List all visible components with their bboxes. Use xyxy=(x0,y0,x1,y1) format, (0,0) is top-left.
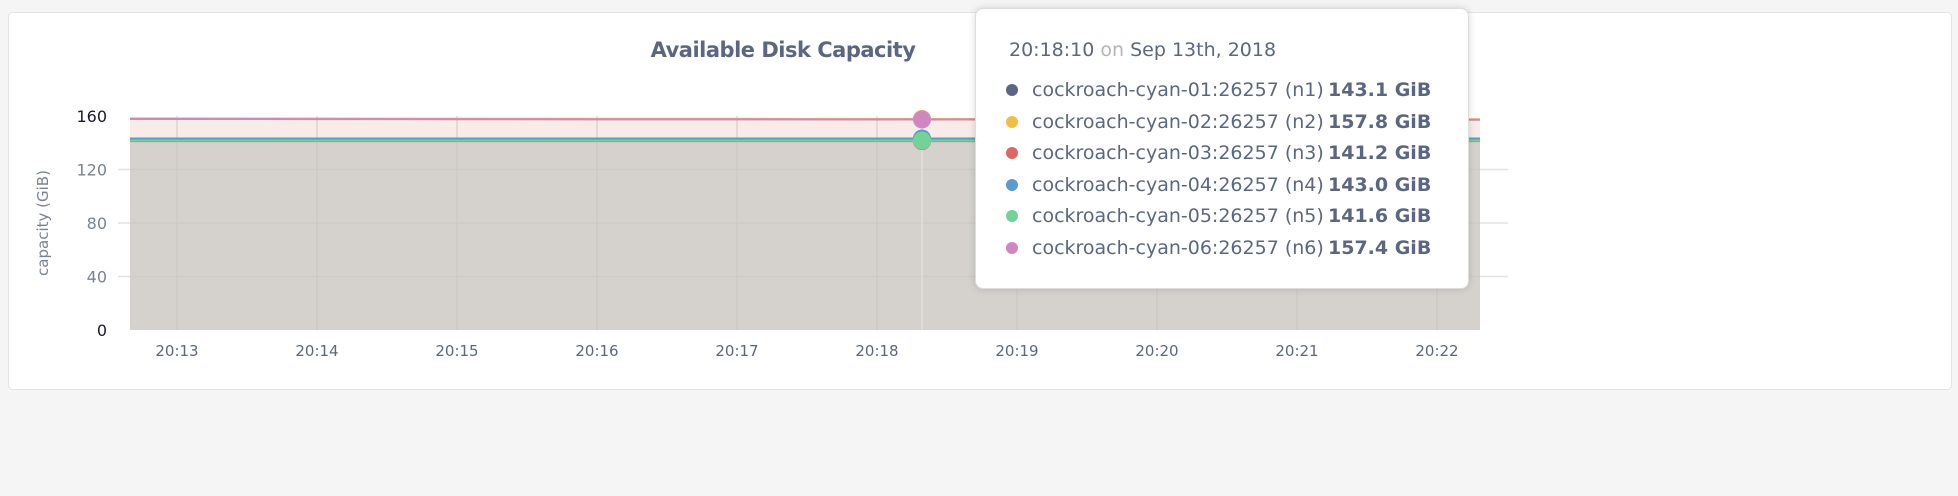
y-tick-label: 80 xyxy=(87,214,107,233)
tooltip-series-value: 141.6 GiB xyxy=(1328,205,1432,227)
tooltip-series-name: cockroach-cyan-05:26257 (n5) xyxy=(1032,205,1324,227)
tooltip-date: Sep 13th, 2018 xyxy=(1130,39,1277,61)
series-color-dot xyxy=(1006,147,1018,159)
x-tick-label: 20:19 xyxy=(995,342,1038,360)
tooltip-time: 20:18:10 xyxy=(1009,39,1095,61)
tooltip-series-name: cockroach-cyan-01:26257 (n1) xyxy=(1032,79,1324,101)
y-tick-label: 120 xyxy=(76,161,107,180)
tooltip-row: cockroach-cyan-02:26257 (n2) 157.8 GiB xyxy=(1006,107,1431,137)
x-tick-label: 20:17 xyxy=(715,342,758,360)
series-color-dot xyxy=(1006,115,1018,128)
y-tick-label: 40 xyxy=(87,268,107,287)
x-tick-label: 20:15 xyxy=(435,342,478,360)
tooltip-series-value: 157.4 GiB xyxy=(1328,236,1432,259)
series-color-dot xyxy=(1006,84,1018,96)
tooltip-series-value: 141.2 GiB xyxy=(1328,142,1432,164)
y-tick-label: 160 xyxy=(76,107,107,126)
x-tick-label: 20:18 xyxy=(855,342,898,360)
y-axis-label: capacity (GiB) xyxy=(34,170,52,276)
tooltip-row: cockroach-cyan-05:26257 (n5) 141.6 GiB xyxy=(1006,201,1431,231)
hover-marker-n5 xyxy=(913,131,931,150)
tooltip-row: cockroach-cyan-04:26257 (n4) 143.0 GiB xyxy=(1006,170,1431,200)
tooltip-series-name: cockroach-cyan-06:26257 (n6) xyxy=(1032,236,1324,259)
tooltip-on: on xyxy=(1100,39,1125,61)
tooltip: 20:18:10 on Sep 13th, 2018 cockroach-cya… xyxy=(975,8,1469,289)
tooltip-series-name: cockroach-cyan-02:26257 (n2) xyxy=(1032,110,1324,133)
tooltip-row: cockroach-cyan-03:26257 (n3) 141.2 GiB xyxy=(1006,138,1431,168)
series-color-dot xyxy=(1006,241,1018,254)
x-tick-label: 20:21 xyxy=(1275,342,1318,360)
tooltip-series-value: 143.0 GiB xyxy=(1328,173,1432,196)
y-tick-label: 0 xyxy=(97,321,107,340)
x-tick-label: 20:16 xyxy=(575,342,618,360)
tooltip-row: cockroach-cyan-06:26257 (n6) 157.4 GiB xyxy=(1006,233,1431,263)
x-tick-label: 20:20 xyxy=(1135,342,1178,360)
hover-marker-n6 xyxy=(913,110,931,129)
series-color-dot xyxy=(1006,210,1018,222)
tooltip-series-value: 157.8 GiB xyxy=(1328,110,1432,133)
chart-title: Available Disk Capacity xyxy=(650,38,916,62)
series-color-dot xyxy=(1006,178,1018,191)
tooltip-series-name: cockroach-cyan-04:26257 (n4) xyxy=(1032,173,1324,196)
x-tick-label: 20:22 xyxy=(1415,342,1458,360)
tooltip-series-value: 143.1 GiB xyxy=(1328,79,1432,101)
x-tick-label: 20:13 xyxy=(155,342,198,360)
tooltip-row: cockroach-cyan-01:26257 (n1) 143.1 GiB xyxy=(1006,75,1431,105)
x-tick-label: 20:14 xyxy=(295,342,338,360)
tooltip-header: 20:18:10 on Sep 13th, 2018 xyxy=(1009,39,1276,61)
tooltip-series-name: cockroach-cyan-03:26257 (n3) xyxy=(1032,142,1324,164)
